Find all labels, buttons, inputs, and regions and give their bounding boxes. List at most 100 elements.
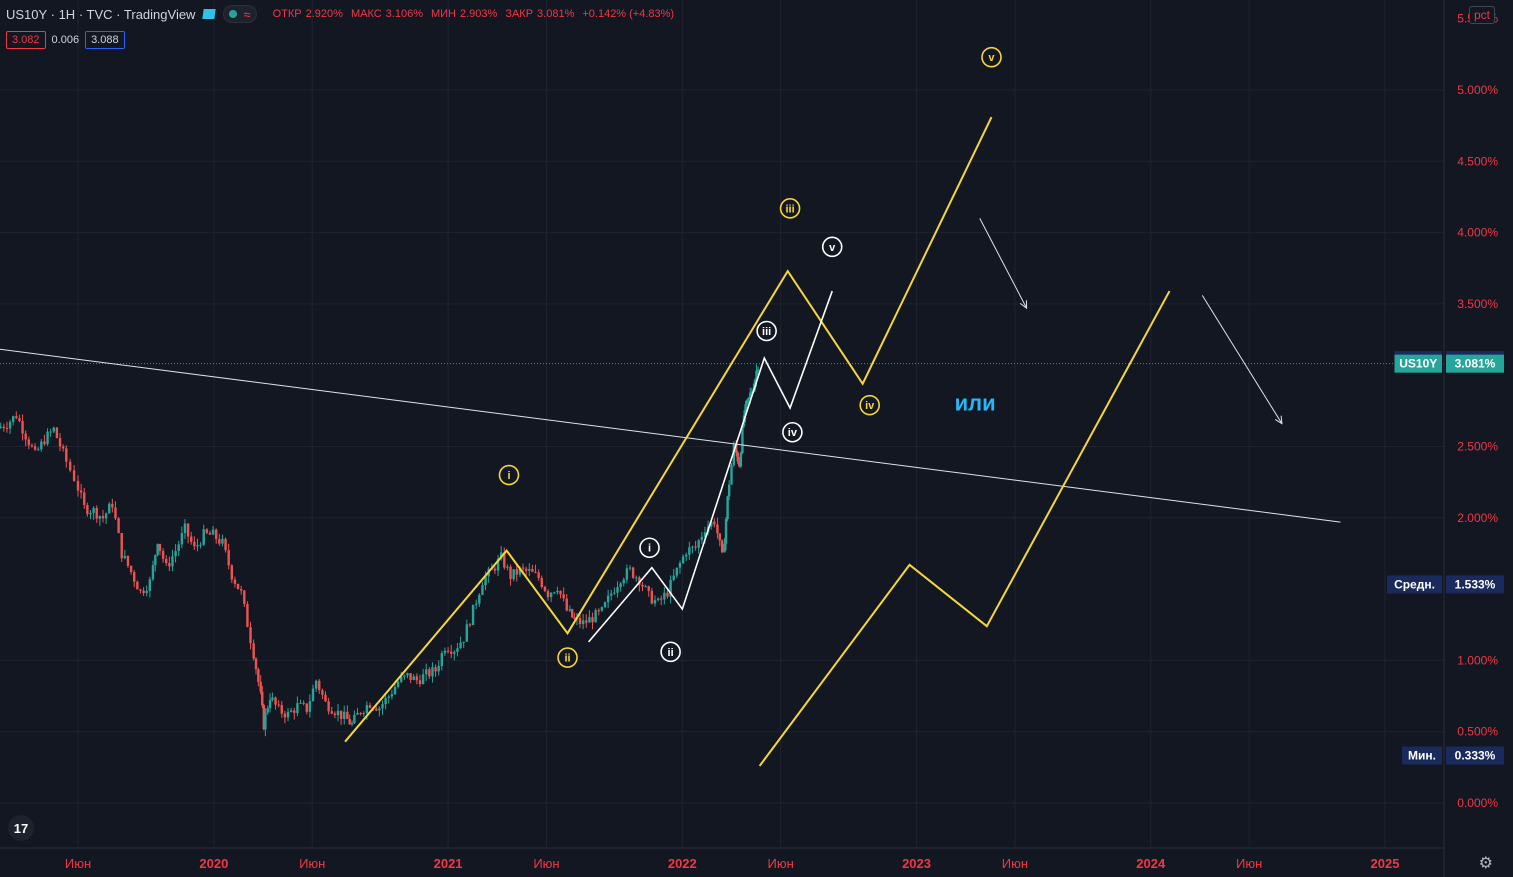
candle-body xyxy=(0,426,2,428)
candle-body xyxy=(744,404,747,416)
candle-body xyxy=(55,427,59,439)
wave-label-circle xyxy=(782,421,803,443)
candle-body xyxy=(418,680,422,684)
tradingview-logo-icon[interactable]: 17 xyxy=(8,815,34,841)
candle-body xyxy=(283,713,287,718)
candle-body xyxy=(493,568,497,571)
candle-body xyxy=(688,547,691,555)
candle-body xyxy=(289,710,293,712)
candle-body xyxy=(24,433,27,440)
wave-label: v xyxy=(829,242,836,254)
wave-label-circle xyxy=(498,464,520,486)
symbol[interactable]: US10Y xyxy=(6,6,47,22)
candle-body xyxy=(321,690,324,695)
price-tick: 0.500% xyxy=(1457,725,1498,739)
candle-body xyxy=(40,441,43,450)
price-tick: 0.000% xyxy=(1457,796,1498,810)
candle-body xyxy=(205,529,209,533)
candle-body xyxy=(339,710,343,719)
candle-body xyxy=(27,439,31,446)
candle-body xyxy=(8,421,12,429)
candle-body xyxy=(145,590,148,594)
candle-body xyxy=(224,538,227,551)
candle-body xyxy=(710,521,713,527)
price-label-tag xyxy=(1394,354,1442,373)
candle-body xyxy=(98,516,102,519)
candle-body xyxy=(685,554,688,557)
candle-body xyxy=(484,576,487,586)
candle-body xyxy=(136,581,139,590)
price-label-name: Средн. xyxy=(1394,577,1435,591)
wave-label: iii xyxy=(762,326,771,338)
arrow-head xyxy=(1274,415,1283,425)
candle-body xyxy=(565,598,568,611)
sell-price-button[interactable]: 3.082 xyxy=(6,31,46,49)
candle-body xyxy=(239,589,243,591)
flag-icon[interactable] xyxy=(202,9,217,19)
wave-label-circle xyxy=(557,647,578,668)
candle-body xyxy=(280,705,283,714)
candle-body xyxy=(678,562,682,568)
quote-row: 3.082 0.006 3.088 xyxy=(6,31,125,49)
candle-body xyxy=(732,444,736,466)
grid-lines xyxy=(0,0,1444,848)
interval[interactable]: 1H xyxy=(58,6,76,22)
candle-body xyxy=(108,503,111,514)
buy-price-button[interactable]: 3.088 xyxy=(85,31,125,49)
wave-label-circle xyxy=(981,46,1002,68)
time-axis[interactable]: Июн 2020 Июн 2021 Июн 2022 Июн 2023 Июн 2024 Июн 20… xyxy=(0,847,1444,871)
candle-body xyxy=(745,399,749,405)
candle-body xyxy=(644,586,647,588)
candle-body xyxy=(286,711,290,718)
candle-body xyxy=(246,604,249,627)
candle-body xyxy=(302,702,305,704)
candle-body xyxy=(660,598,663,600)
header-title[interactable]: US10Y · 1H · TVC · TradingView xyxy=(6,7,195,22)
candle-body xyxy=(465,624,469,642)
candle-body xyxy=(324,694,327,702)
price-tick: 3.500% xyxy=(1457,297,1498,311)
candle-body xyxy=(446,650,450,652)
candle-body xyxy=(591,617,594,623)
candle-body xyxy=(264,712,267,730)
candle-body xyxy=(578,618,582,625)
candle-body xyxy=(111,503,114,508)
candle-body xyxy=(183,523,187,534)
candles xyxy=(0,364,760,737)
candle-body xyxy=(218,539,221,544)
candle-body xyxy=(293,710,296,713)
candle-body xyxy=(58,438,62,447)
candle-body xyxy=(546,591,550,598)
candle-body xyxy=(750,391,753,393)
candle-body xyxy=(474,603,478,605)
percent-scale-button[interactable]: pct xyxy=(1468,6,1495,24)
candle-body xyxy=(151,565,155,580)
sep: · xyxy=(78,6,84,22)
candle-body xyxy=(330,711,333,714)
source: TradingView xyxy=(123,6,196,22)
annotation-text: или xyxy=(955,391,996,416)
candle-body xyxy=(647,586,650,591)
candle-body xyxy=(462,641,465,643)
candle-body xyxy=(703,532,707,537)
price-axis[interactable]: 0.000% 0.500% 1.000% 2.000% 2.500% 3.500% 4.00… xyxy=(1387,0,1513,877)
candle-body xyxy=(443,650,447,654)
candle-body xyxy=(415,676,419,681)
status-pill[interactable]: ≈ xyxy=(223,5,257,23)
wave-label: ii xyxy=(564,653,570,665)
candle-body xyxy=(390,694,394,697)
wave-label-circle xyxy=(756,320,777,342)
settings-gear-icon[interactable]: ⚙ xyxy=(1478,855,1493,872)
candle-body xyxy=(396,681,400,687)
ohlc-label: МИН xyxy=(430,8,456,20)
candle-body xyxy=(193,541,196,547)
forecast-arrow xyxy=(1201,295,1283,424)
price-tick: 2.500% xyxy=(1457,440,1498,454)
candle-body xyxy=(148,579,152,591)
candle-body xyxy=(425,669,428,675)
candle-body xyxy=(314,680,318,689)
candle-body xyxy=(171,556,174,567)
candle-body xyxy=(299,702,302,704)
candle-body xyxy=(713,521,716,525)
